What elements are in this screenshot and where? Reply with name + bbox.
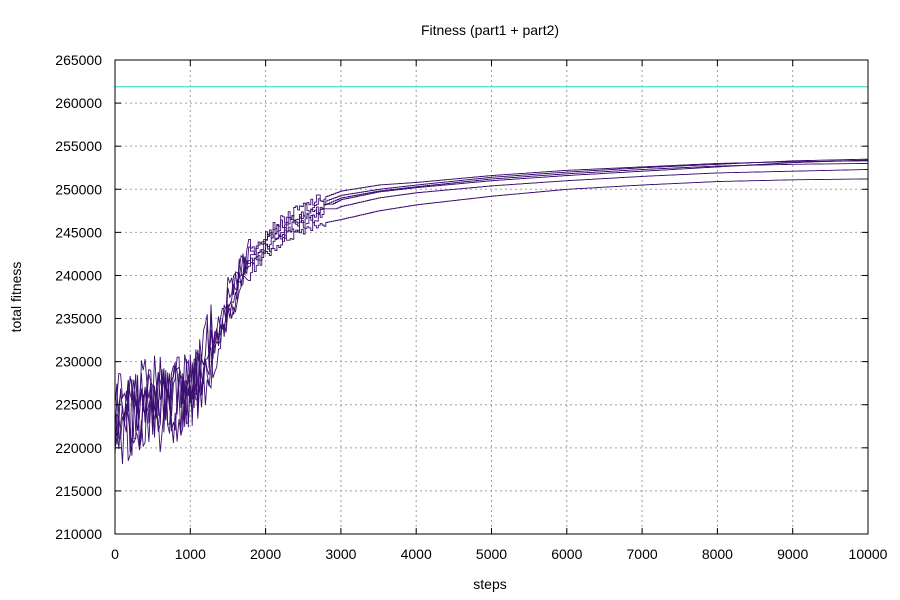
y-tick-label: 245000 <box>55 224 102 240</box>
y-tick-label: 225000 <box>55 397 102 413</box>
ticks <box>114 59 869 535</box>
x-tick-label: 4000 <box>401 546 432 562</box>
chart-title: Fitness (part1 + part2) <box>421 22 559 38</box>
x-tick-labels: 0 1000 2000 3000 4000 5000 6000 7000 8000 9000 100… <box>111 546 888 562</box>
series-line <box>114 169 868 465</box>
y-tick-labels: 210000 215000 220000 225000 230000 235000 2400… <box>55 52 102 542</box>
series-line <box>114 162 868 447</box>
y-tick-label: 210000 <box>55 526 102 542</box>
y-tick-label: 255000 <box>55 138 102 154</box>
x-tick-label: 3000 <box>325 546 356 562</box>
y-tick-label: 215000 <box>55 483 102 499</box>
x-tick-label: 10000 <box>849 546 888 562</box>
y-tick-label: 265000 <box>55 52 102 68</box>
x-tick-label: 8000 <box>702 546 733 562</box>
series-group <box>114 158 869 465</box>
y-tick-label: 240000 <box>55 267 102 283</box>
y-tick-label: 260000 <box>55 95 102 111</box>
x-tick-label: 2000 <box>250 546 281 562</box>
x-tick-label: 5000 <box>476 546 507 562</box>
x-tick-label: 9000 <box>777 546 808 562</box>
x-tick-label: 0 <box>111 546 119 562</box>
y-tick-label: 230000 <box>55 354 102 370</box>
grid <box>115 60 868 534</box>
y-tick-label: 235000 <box>55 311 102 327</box>
y-axis-label: total fitness <box>8 262 24 333</box>
x-tick-label: 7000 <box>627 546 658 562</box>
series-line <box>114 160 869 433</box>
y-tick-label: 250000 <box>55 181 102 197</box>
series-line <box>114 178 869 456</box>
series-line <box>114 158 869 440</box>
x-tick-label: 6000 <box>551 546 582 562</box>
y-tick-label: 220000 <box>55 440 102 456</box>
x-axis-label: steps <box>473 576 506 592</box>
x-tick-label: 1000 <box>175 546 206 562</box>
